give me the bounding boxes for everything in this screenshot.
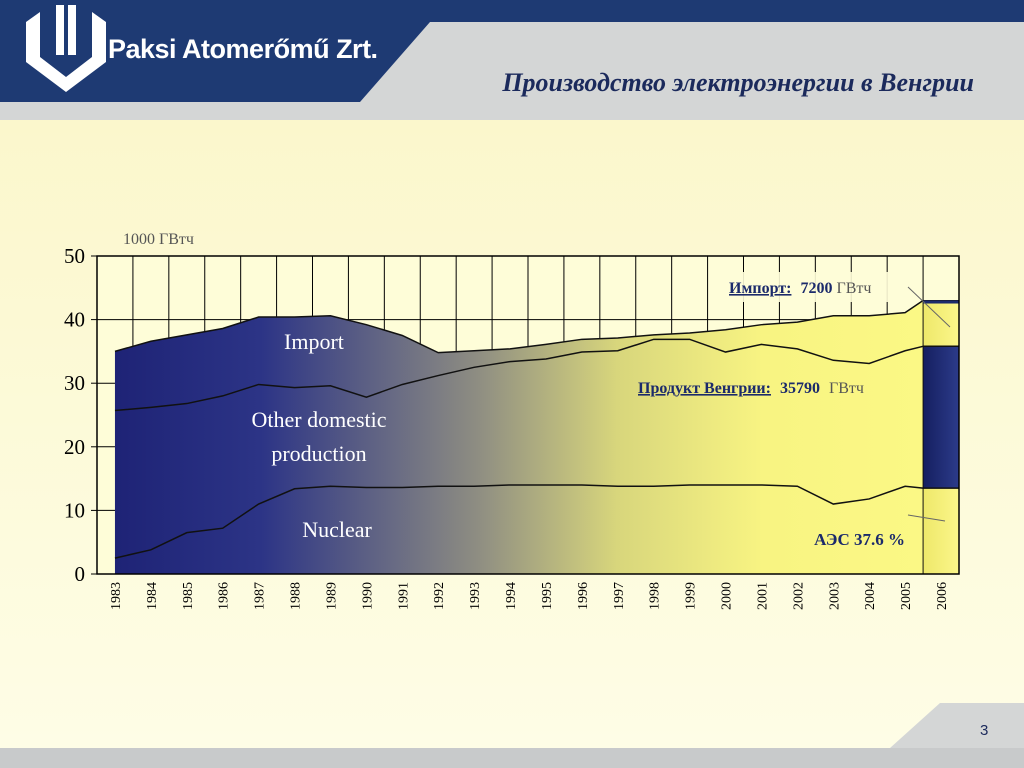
y-tick-label: 40 [64,308,85,332]
import-label: Импорт: [729,280,791,297]
page-title: Производство электроэнергии в Венгрии [502,68,974,97]
x-tick-label: 2004 [863,582,878,610]
plot-frame [96,255,960,575]
x-tick-label: 2002 [791,582,806,610]
import-unit: ГВтч [836,280,871,297]
series-label-other-line2: production [271,441,366,466]
header-blue-band [0,0,1024,102]
y-tick-label: 30 [64,371,85,395]
product-label: Продукт Венгрии: [638,380,771,397]
series-lines [114,299,924,559]
company-name: Paksi Atomerőmű Zrt. [108,34,378,64]
series-line-import [114,299,924,354]
y-tick-label: 20 [64,435,85,459]
x-tick-label: 1991 [396,582,411,610]
series-label-other-line1: Other domestic [251,407,386,432]
import-value: 7200 [800,280,832,297]
y-tick-label: 0 [75,562,86,586]
y-tick-label: 10 [64,498,85,522]
x-tick-label: 1983 [109,582,124,610]
unit-label: 1000 ГВтч [123,231,194,248]
series-label-nuclear: Nuclear [302,517,372,542]
bar-2006-import [923,300,959,347]
x-tick-label: 1985 [181,582,196,610]
series-label-import: Import [284,329,344,354]
footer-bar [0,748,1024,768]
x-tick-label: 2003 [827,582,842,610]
logo-icon [26,5,106,92]
x-tick-label: 1992 [432,582,447,610]
bar-2006-nuclear [923,488,959,574]
x-tick-label: 1986 [217,582,232,610]
bar-2006-other [923,346,959,489]
year-2006-bar [922,300,960,575]
x-tick-label: 1993 [468,582,483,610]
x-tick-label: 1984 [145,582,160,610]
product-annotation: Продукт Венгрии: 35790 ГВтч [638,380,864,397]
x-tick-label: 2006 [935,582,950,610]
axes: 0 10 20 30 40 50 1983 1984 1985 1986 1987 1988 1989 1… [64,244,950,610]
x-tick-label: 1997 [612,582,627,610]
x-tick-label: 1990 [360,582,375,610]
product-value: 35790 [780,380,820,397]
x-tick-label: 2005 [899,582,914,610]
import-leader-line [907,286,951,328]
x-tick-label: 1994 [504,582,519,610]
product-unit: ГВтч [829,380,864,397]
aes-leader-line [907,514,946,522]
x-tick-label: 2001 [755,582,770,610]
x-tick-label: 1995 [540,582,555,610]
x-tick-label: 1987 [253,582,268,610]
x-tick-label: 1998 [648,582,663,610]
x-tick-label: 2000 [720,582,735,610]
x-tick-label: 1988 [289,582,304,610]
data-area [114,300,924,574]
bar-2006-cap [923,300,959,304]
y-tick-label: 50 [64,244,85,268]
series-line-nuclear [114,484,924,559]
svg-text:Импорт: 7200 ГВтч: Импорт: 7200 ГВтч [729,280,871,297]
page-number: 3 [980,722,989,739]
x-tick-label: 1996 [576,582,591,610]
x-tick-label: 1999 [684,582,699,610]
series-line-other [114,338,924,412]
svg-text:Продукт Венгрии: 35790: Продукт Венгрии: 35790 ГВтч [638,380,864,397]
footer-wedge [890,703,1024,748]
import-annotation: Импорт: 7200 ГВтч [724,272,902,302]
x-tick-label: 1989 [324,582,339,610]
aes-annotation: АЭС 37.6 % [814,530,905,549]
stacked-area [114,300,924,574]
